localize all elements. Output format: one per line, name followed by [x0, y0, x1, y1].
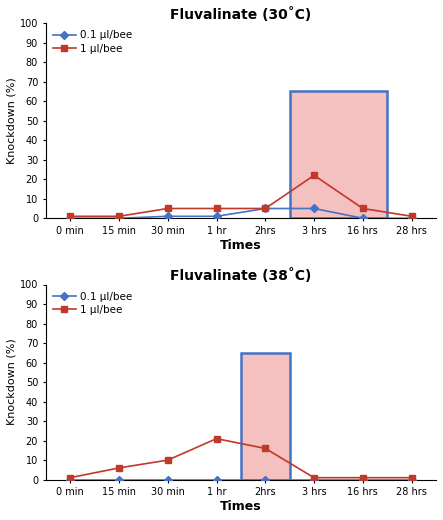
- 0.1 μl/bee: [409, 476, 414, 483]
- 0.1 μl/bee: [67, 215, 73, 222]
- Line: 0.1 μl/bee: 0.1 μl/bee: [67, 206, 415, 221]
- 1 μl/bee: [311, 172, 317, 178]
- 1 μl/bee: [165, 457, 171, 463]
- 1 μl/bee: [409, 213, 414, 219]
- 1 μl/bee: [263, 445, 268, 451]
- Bar: [290, 92, 387, 218]
- 0.1 μl/bee: [311, 476, 317, 483]
- 0.1 μl/bee: [360, 476, 365, 483]
- 1 μl/bee: [263, 205, 268, 212]
- 0.1 μl/bee: [116, 476, 121, 483]
- 0.1 μl/bee: [165, 476, 171, 483]
- 1 μl/bee: [311, 475, 317, 481]
- Line: 0.1 μl/bee: 0.1 μl/bee: [67, 477, 415, 483]
- Bar: [241, 353, 290, 479]
- Legend: 0.1 μl/bee, 1 μl/bee: 0.1 μl/bee, 1 μl/bee: [51, 290, 134, 317]
- 1 μl/bee: [360, 205, 365, 212]
- 1 μl/bee: [67, 213, 73, 219]
- 0.1 μl/bee: [67, 476, 73, 483]
- 0.1 μl/bee: [311, 205, 317, 212]
- 1 μl/bee: [116, 213, 121, 219]
- 1 μl/bee: [67, 475, 73, 481]
- 0.1 μl/bee: [409, 215, 414, 222]
- 1 μl/bee: [214, 205, 219, 212]
- 0.1 μl/bee: [116, 215, 121, 222]
- Title: Fluvalinate (30˚C): Fluvalinate (30˚C): [170, 7, 311, 22]
- 0.1 μl/bee: [214, 213, 219, 219]
- 1 μl/bee: [360, 475, 365, 481]
- 0.1 μl/bee: [165, 213, 171, 219]
- Legend: 0.1 μl/bee, 1 μl/bee: 0.1 μl/bee, 1 μl/bee: [51, 28, 134, 56]
- 1 μl/bee: [214, 436, 219, 442]
- 0.1 μl/bee: [263, 476, 268, 483]
- 1 μl/bee: [409, 475, 414, 481]
- X-axis label: Times: Times: [220, 500, 262, 513]
- 1 μl/bee: [165, 205, 171, 212]
- Line: 1 μl/bee: 1 μl/bee: [67, 436, 415, 480]
- 1 μl/bee: [116, 465, 121, 471]
- Y-axis label: Knockdown (%): Knockdown (%): [7, 339, 17, 425]
- Title: Fluvalinate (38˚C): Fluvalinate (38˚C): [170, 268, 311, 283]
- Line: 1 μl/bee: 1 μl/bee: [67, 173, 415, 219]
- Y-axis label: Knockdown (%): Knockdown (%): [7, 77, 17, 164]
- 0.1 μl/bee: [214, 476, 219, 483]
- 0.1 μl/bee: [360, 215, 365, 222]
- X-axis label: Times: Times: [220, 239, 262, 252]
- 0.1 μl/bee: [263, 205, 268, 212]
